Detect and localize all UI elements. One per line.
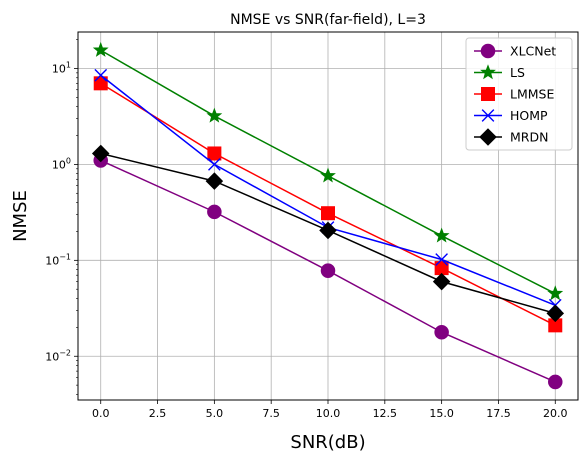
legend-item: LMMSE xyxy=(474,87,554,102)
legend-marker xyxy=(480,43,496,59)
legend-label: HOMP xyxy=(510,108,548,123)
series-xlcnet xyxy=(93,153,563,390)
y-tick-label: 101 xyxy=(52,60,71,75)
x-axis: 0.0 2.5 5.0 7.5 10.0 12.5 15.0 17.5 20.0 xyxy=(92,400,568,420)
data-point xyxy=(432,272,451,291)
series-ls xyxy=(92,41,564,301)
series-layer xyxy=(91,41,565,390)
y-tick-exponent: −2 xyxy=(59,348,71,357)
data-point xyxy=(434,324,449,340)
data-point xyxy=(320,263,336,278)
y-tick-exponent: 1 xyxy=(66,60,71,69)
y-tick-label: 10−2 xyxy=(45,348,71,363)
legend-label: XLCNet xyxy=(510,44,556,59)
legend-box xyxy=(465,37,573,151)
data-point xyxy=(205,172,224,190)
legend-item: LS xyxy=(474,64,525,80)
data-point xyxy=(547,285,564,301)
y-tick-exponent: −1 xyxy=(59,252,71,261)
legend-item: XLCNet xyxy=(474,44,556,59)
y-tick-base: 10 xyxy=(45,254,59,267)
legend-marker xyxy=(481,87,495,101)
y-tick-label: 10−1 xyxy=(45,252,71,267)
legend-marker xyxy=(480,64,496,80)
data-point xyxy=(208,158,221,171)
x-tick-label: 20.0 xyxy=(543,407,568,420)
y-tick-base: 10 xyxy=(52,62,66,75)
legend-label: MRDN xyxy=(510,130,548,145)
legend-label: LS xyxy=(510,65,525,80)
x-tick-label: 15.0 xyxy=(429,407,454,420)
legend-marker xyxy=(481,109,495,122)
data-point xyxy=(435,253,448,266)
x-tick-label: 17.5 xyxy=(486,407,511,420)
y-tick-label: 100 xyxy=(52,156,71,171)
y-tick-base: 10 xyxy=(45,350,59,363)
x-tick-label: 10.0 xyxy=(316,407,341,420)
y-axis-label: NMSE xyxy=(10,190,31,242)
x-tick-label: 12.5 xyxy=(373,407,398,420)
data-point xyxy=(320,167,336,183)
series-lmmse xyxy=(93,76,563,333)
data-point xyxy=(207,146,222,161)
data-point xyxy=(321,206,335,221)
legend-marker xyxy=(479,128,497,146)
data-point xyxy=(93,76,108,91)
legend-label: LMMSE xyxy=(510,87,554,102)
y-tick-base: 10 xyxy=(52,158,66,171)
data-point xyxy=(206,107,223,123)
data-point xyxy=(319,221,337,240)
x-tick-label: 5.0 xyxy=(206,407,224,420)
x-tick-label: 2.5 xyxy=(149,407,167,420)
legend-item: HOMP xyxy=(474,108,548,123)
legend: XLCNet LS LMMSE HOMP MRDN xyxy=(465,37,573,151)
x-tick-label: 0.0 xyxy=(92,407,110,420)
y-tick-exponent: 0 xyxy=(66,156,71,165)
series-mrdn xyxy=(91,144,565,323)
data-point xyxy=(207,204,222,220)
data-point xyxy=(92,41,109,57)
data-point xyxy=(548,374,563,390)
data-point xyxy=(546,304,565,323)
x-tick-label: 7.5 xyxy=(262,407,280,420)
x-axis-label: SNR(dB) xyxy=(290,432,365,453)
legend-item: MRDN xyxy=(474,128,548,146)
chart-title: NMSE vs SNR(far-field), L=3 xyxy=(230,12,426,28)
data-point xyxy=(94,68,108,82)
data-point xyxy=(91,144,110,163)
data-point xyxy=(433,227,450,243)
